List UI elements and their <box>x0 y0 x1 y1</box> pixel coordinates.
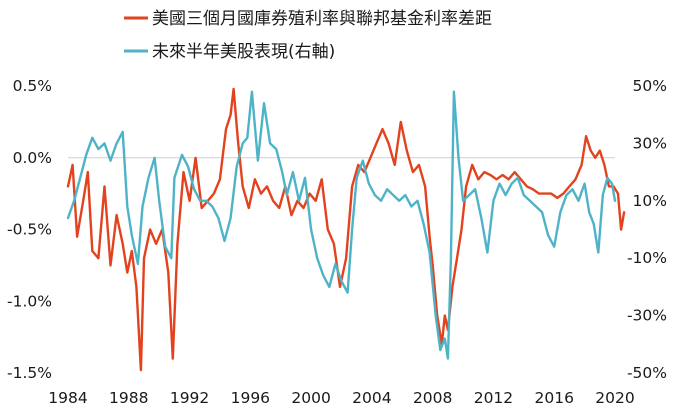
left-tick-label: -0.5% <box>7 221 52 239</box>
right-tick-label: 10% <box>633 192 667 210</box>
x-axis: 1984 1988 1992 1996 2000 2004 2008 2012 2016 2020 <box>48 389 634 407</box>
legend-label-spread: 美國三個月國庫券殖利率與聯邦基金利率差距 <box>152 9 492 29</box>
x-tick-label: 1984 <box>48 389 87 407</box>
right-tick-label: 50% <box>633 77 667 95</box>
left-tick-label: 0.5% <box>13 77 52 95</box>
x-tick-label: 2000 <box>291 389 330 407</box>
x-tick-label: 2012 <box>474 389 513 407</box>
left-tick-label: -1.5% <box>7 364 52 382</box>
right-tick-label: -30% <box>627 307 667 325</box>
legend: 美國三個月國庫券殖利率與聯邦基金利率差距 未來半年美股表現(右軸) <box>124 9 492 62</box>
series-layer <box>66 87 626 372</box>
right-tick-label: -50% <box>627 364 667 382</box>
x-tick-label: 2020 <box>595 389 634 407</box>
left-tick-label: 0.0% <box>13 149 52 167</box>
x-tick-label: 1992 <box>170 389 209 407</box>
right-tick-label: -10% <box>627 249 667 267</box>
x-tick-label: 2004 <box>352 389 391 407</box>
x-tick-label: 1988 <box>109 389 148 407</box>
right-tick-label: 30% <box>633 134 667 152</box>
x-tick-label: 2016 <box>534 389 573 407</box>
left-tick-label: -1.0% <box>7 292 52 310</box>
legend-label-stocks: 未來半年美股表現(右軸) <box>152 42 335 62</box>
x-tick-label: 2008 <box>413 389 452 407</box>
series-line-stocks <box>66 90 617 360</box>
left-axis: 0.5% 0.0% -0.5% -1.0% -1.5% <box>7 77 52 382</box>
right-axis: 50% 30% 10% -10% -30% -50% <box>627 77 667 382</box>
x-tick-label: 1996 <box>231 389 270 407</box>
series-line-spread <box>66 87 626 372</box>
